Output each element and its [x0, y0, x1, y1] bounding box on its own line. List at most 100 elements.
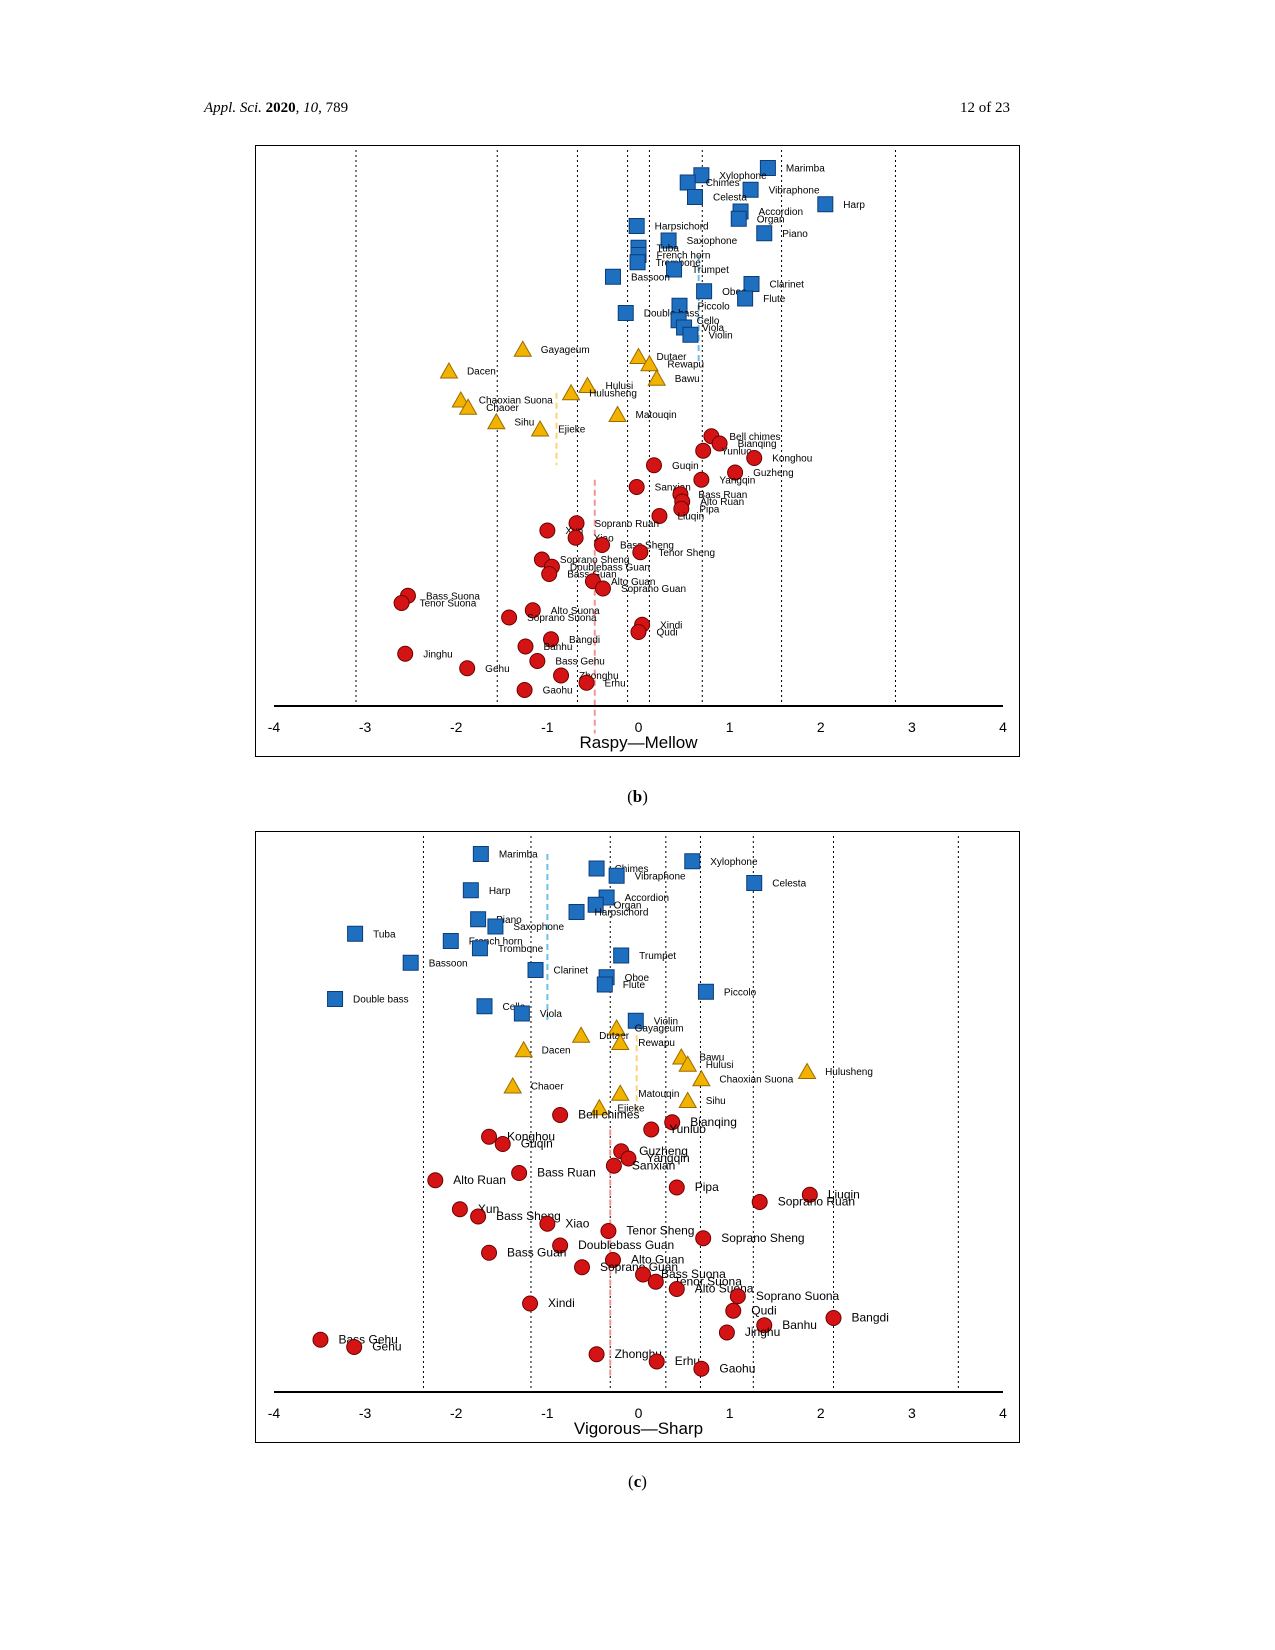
square-point — [596, 976, 613, 993]
point-label: Violin — [654, 1016, 678, 1027]
x-tick-label: -2 — [450, 719, 463, 735]
circle-point — [725, 1302, 742, 1319]
caption-c-letter: c — [633, 1472, 642, 1491]
point-label: Harpsichord — [655, 222, 709, 233]
square-point — [730, 210, 747, 227]
point-label: Sanxian — [632, 1158, 675, 1172]
square-point — [737, 290, 754, 307]
square-point — [604, 268, 621, 285]
circle-point — [729, 1288, 746, 1305]
triangle-point — [607, 1018, 626, 1036]
point-label: Qudi — [657, 628, 678, 639]
point-label: Soprano Guan — [621, 584, 686, 595]
x-tick-label: 3 — [908, 719, 916, 735]
triangle-point — [678, 1055, 698, 1072]
circle-point — [643, 1121, 660, 1138]
circle-point — [517, 638, 534, 655]
circle-point — [524, 602, 541, 619]
point-label: Alto Guan — [631, 1253, 684, 1267]
square-point — [513, 1005, 530, 1022]
point-label: Tenor Suona — [674, 1274, 742, 1288]
triangle-point — [514, 1040, 534, 1058]
triangle-point — [647, 369, 667, 386]
point-label: Chimes — [615, 864, 649, 875]
point-label: Rewapu — [667, 359, 704, 370]
point-label: Guqin — [521, 1137, 553, 1151]
caption-b: (b) — [627, 787, 648, 806]
square-point — [476, 998, 493, 1015]
circle-point — [727, 464, 744, 481]
circle-point — [552, 1107, 569, 1123]
point-label: Harp — [843, 200, 865, 211]
circle-point — [511, 1165, 528, 1181]
circle-point — [312, 1331, 329, 1348]
square-point — [679, 174, 696, 191]
point-label: Xylophone — [710, 857, 758, 868]
point-label: Guqin — [672, 461, 699, 472]
x-tick-label: 4 — [999, 719, 1007, 735]
x-tick-label: -3 — [359, 1405, 372, 1421]
journal-volume: 10 — [303, 100, 319, 116]
point-label: Bell chimes — [578, 1108, 639, 1122]
square-point — [471, 940, 488, 957]
point-label: Gehu — [372, 1340, 401, 1354]
point-label: Sanxian — [655, 483, 691, 494]
point-label: Sihu — [706, 1096, 726, 1107]
point-label: Tuba — [373, 929, 396, 940]
circle-point — [604, 1252, 621, 1268]
point-label: French horn — [469, 937, 523, 948]
circle-point — [668, 1179, 685, 1196]
point-label: Liuqin — [677, 512, 704, 523]
square-point — [327, 991, 344, 1007]
x-tick-label: -4 — [268, 1405, 281, 1421]
circle-point — [393, 595, 410, 611]
circle-point — [552, 1237, 569, 1254]
point-label: Dutaer — [599, 1031, 630, 1042]
triangle-point — [678, 1091, 698, 1108]
circle-point — [693, 1360, 710, 1377]
square-point — [613, 947, 630, 964]
square-point — [442, 933, 459, 949]
point-label: Trumpet — [639, 951, 676, 962]
square-point — [347, 925, 364, 942]
triangle-point — [503, 1076, 523, 1094]
triangle-point — [451, 390, 471, 408]
point-label: Bangdi — [852, 1311, 889, 1325]
x-tick-label: -1 — [541, 719, 554, 735]
point-label: Harp — [489, 886, 511, 897]
point-label: Soprano Sheng — [721, 1231, 804, 1245]
point-label: Bass Ruan — [698, 490, 747, 501]
point-label: Saxophone — [513, 922, 564, 933]
point-label: Soprano Guan — [600, 1260, 678, 1274]
point-label: Piano — [496, 915, 522, 926]
point-label: Viola — [540, 1009, 562, 1020]
point-label: Clarinet — [554, 966, 589, 977]
circle-point — [567, 529, 584, 546]
circle-point — [711, 435, 728, 452]
square-point — [617, 305, 634, 321]
circle-point — [578, 674, 595, 691]
point-label: Piccolo — [698, 301, 731, 312]
square-point — [568, 904, 585, 920]
point-label: Celesta — [713, 193, 747, 204]
x-tick-label: 3 — [908, 1405, 916, 1421]
point-label: Gayageum — [541, 345, 590, 356]
point-label: Qudi — [751, 1303, 776, 1317]
point-label: Oboe — [625, 973, 650, 984]
point-label: Trumpet — [692, 265, 729, 276]
circle-point — [481, 1244, 498, 1261]
point-label: Alto Ruan — [700, 497, 744, 508]
point-label: Tenor Suona — [420, 599, 477, 610]
point-label: Dutaer — [657, 352, 688, 363]
triangle-point — [692, 1069, 711, 1087]
point-label: Organ — [614, 900, 642, 911]
circle-point — [756, 1317, 773, 1334]
x-axis-title: Raspy—Mellow — [579, 733, 698, 752]
x-tick-label: 4 — [999, 1405, 1007, 1421]
triangle-point — [610, 1033, 630, 1050]
circle-point — [605, 1157, 622, 1174]
point-label: Violin — [708, 330, 732, 341]
point-label: Marimba — [499, 850, 538, 861]
point-label: Hulusi — [706, 1060, 734, 1071]
point-label: Doublebass Guan — [578, 1238, 674, 1252]
